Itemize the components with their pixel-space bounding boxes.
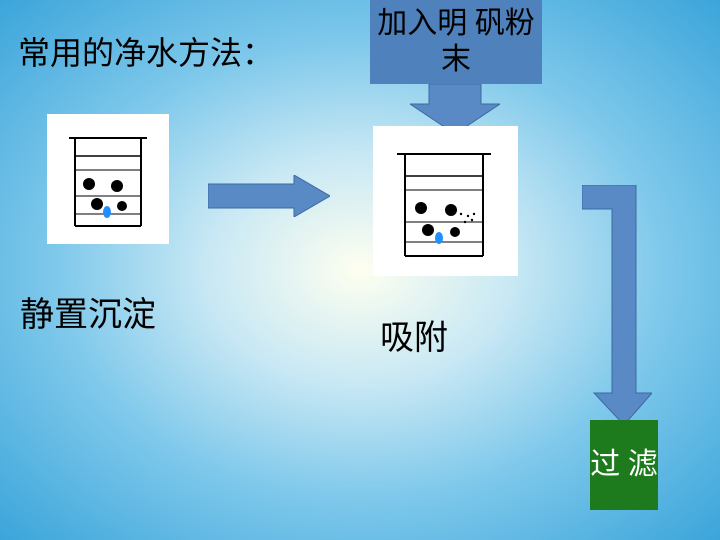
page-title: 常用的净水方法： [18,28,274,74]
add-alum-box: 加入明 矾粉末 [370,0,542,84]
beaker-after [373,126,518,276]
filter-box: 过 滤 [590,420,658,510]
right-arrow-icon [208,175,330,222]
sedimentation-label: 静置沉淀 [20,287,156,336]
adsorption-label: 吸附 [380,310,448,359]
beaker-before [47,114,169,244]
elbow-down-arrow-icon [582,185,652,430]
